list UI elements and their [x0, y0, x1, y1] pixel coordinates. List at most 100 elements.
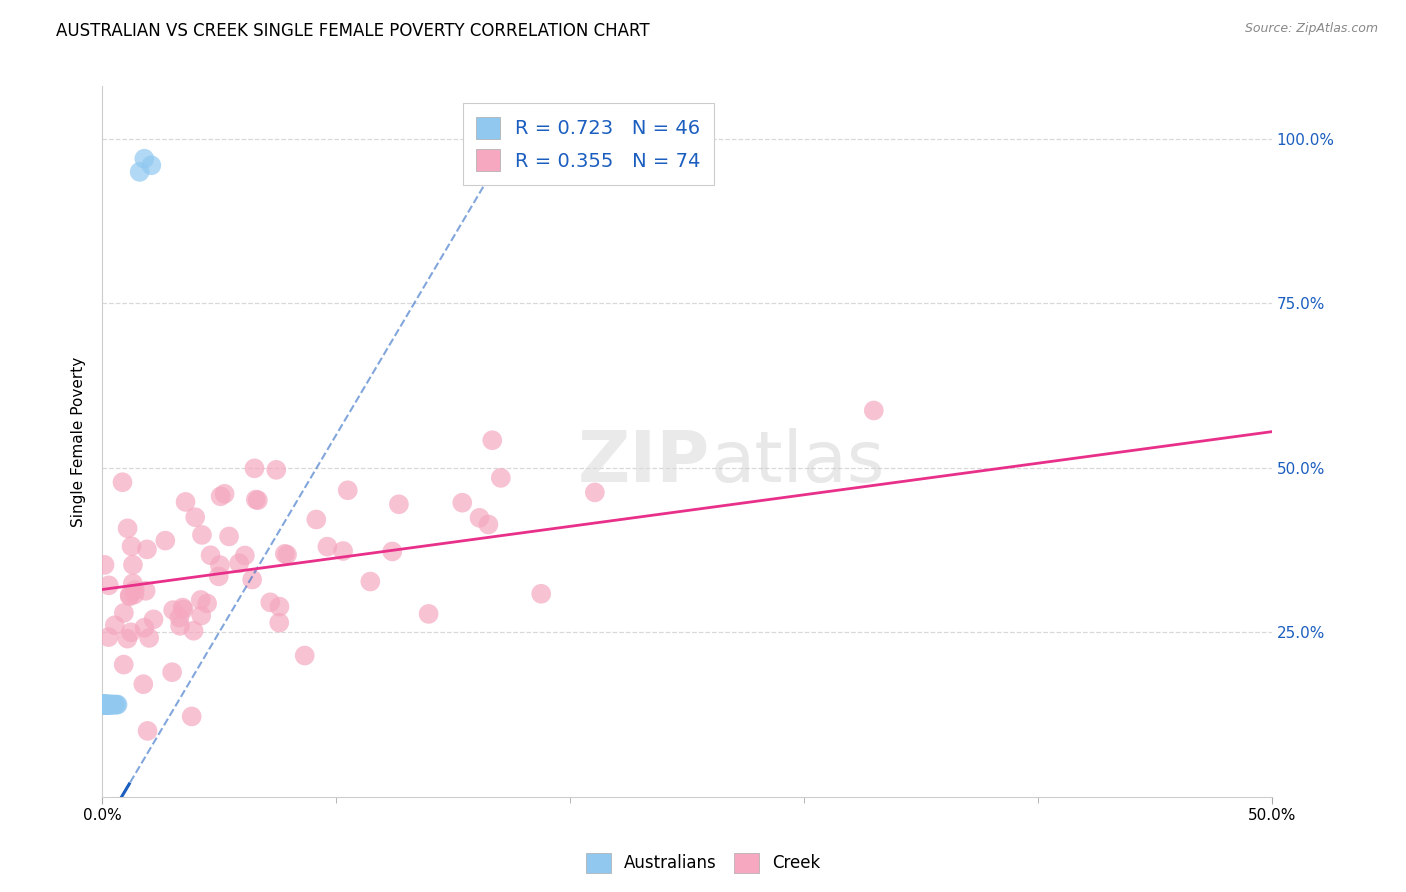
Point: [96, 698, 118, 712]
Point: [172, 600, 194, 615]
Point: [121, 539, 143, 553]
Point: [160, 665, 183, 680]
Point: [94, 698, 117, 712]
Point: [228, 556, 250, 570]
Y-axis label: Single Female Poverty: Single Female Poverty: [72, 357, 86, 526]
Point: [134, 152, 156, 166]
Point: [97, 630, 120, 644]
Point: [101, 698, 124, 712]
Point: [93, 698, 115, 712]
Point: [105, 698, 128, 712]
Point: [332, 544, 354, 558]
Point: [180, 709, 202, 723]
Point: [122, 558, 145, 572]
Point: [269, 615, 291, 630]
Point: [418, 607, 440, 621]
Point: [184, 510, 207, 524]
Point: [91, 698, 114, 712]
Point: [214, 487, 236, 501]
Point: [91, 698, 114, 712]
Point: [169, 619, 191, 633]
Point: [93, 698, 115, 712]
Point: [96, 698, 118, 712]
Point: [96, 698, 118, 712]
Point: [468, 511, 491, 525]
Point: [481, 434, 503, 448]
Text: ZIP: ZIP: [578, 428, 710, 498]
Point: [294, 648, 316, 663]
Point: [104, 698, 127, 712]
Legend: R = 0.723   N = 46, R = 0.355   N = 74: R = 0.723 N = 46, R = 0.355 N = 74: [463, 103, 714, 185]
Point: [451, 496, 474, 510]
Point: [107, 698, 129, 712]
Point: [136, 542, 159, 557]
Point: [530, 587, 553, 601]
Point: [276, 548, 298, 562]
Point: [93, 698, 115, 712]
Point: [97, 578, 120, 592]
Point: [141, 158, 163, 172]
Point: [100, 698, 122, 712]
Point: [128, 165, 150, 179]
Point: [94, 698, 117, 712]
Text: AUSTRALIAN VS CREEK SINGLE FEMALE POVERTY CORRELATION CHART: AUSTRALIAN VS CREEK SINGLE FEMALE POVERT…: [56, 22, 650, 40]
Point: [112, 606, 135, 620]
Point: [209, 489, 232, 503]
Point: [91, 698, 114, 712]
Point: [134, 621, 156, 635]
Point: [94, 698, 117, 712]
Point: [269, 599, 291, 614]
Point: [124, 587, 146, 601]
Point: [93, 698, 115, 712]
Point: [388, 497, 411, 511]
Point: [246, 493, 269, 508]
Point: [118, 589, 141, 603]
Point: [121, 576, 143, 591]
Point: [91, 698, 114, 712]
Point: [93, 698, 115, 712]
Point: [118, 588, 141, 602]
Point: [191, 528, 214, 542]
Point: [91, 698, 114, 712]
Point: [381, 544, 404, 558]
Point: [93, 698, 115, 712]
Point: [190, 593, 212, 607]
Point: [111, 475, 134, 490]
Point: [120, 625, 142, 640]
Point: [173, 602, 195, 616]
Point: [117, 632, 139, 646]
Point: [183, 624, 205, 638]
Point: [477, 517, 499, 532]
Point: [174, 495, 197, 509]
Point: [98, 698, 121, 712]
Point: [259, 595, 281, 609]
Point: [862, 403, 884, 417]
Point: [93, 698, 115, 712]
Point: [91, 698, 114, 712]
Point: [91, 698, 114, 712]
Point: [94, 698, 117, 712]
Point: [190, 608, 212, 623]
Point: [233, 549, 256, 563]
Point: [336, 483, 359, 498]
Point: [305, 512, 328, 526]
Point: [208, 569, 231, 583]
Point: [489, 471, 512, 485]
Point: [97, 698, 120, 712]
Point: [359, 574, 381, 589]
Point: [135, 583, 157, 598]
Point: [96, 698, 118, 712]
Point: [93, 558, 115, 572]
Point: [117, 521, 139, 535]
Point: [142, 612, 165, 626]
Point: [583, 485, 606, 500]
Point: [240, 573, 263, 587]
Point: [91, 698, 114, 712]
Legend: Australians, Creek: Australians, Creek: [579, 847, 827, 880]
Point: [195, 597, 218, 611]
Point: [104, 618, 127, 632]
Point: [124, 583, 146, 598]
Point: [169, 610, 191, 624]
Point: [155, 533, 177, 548]
Point: [138, 631, 160, 645]
